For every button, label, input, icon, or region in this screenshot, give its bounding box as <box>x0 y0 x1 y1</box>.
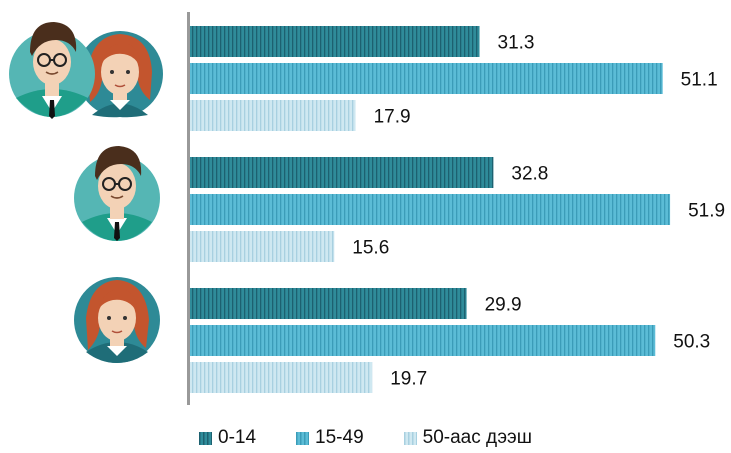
bar-0-14-group-1 <box>190 26 480 57</box>
bar-0-14-group-2 <box>190 157 494 188</box>
woman-icon <box>74 277 160 363</box>
value-label-0-14-group-2: 32.8 <box>511 164 548 185</box>
man-icon <box>74 146 160 241</box>
legend-swatch-15-49 <box>296 431 310 445</box>
bar-0-14-group-3 <box>190 288 467 319</box>
legend-item-15-49: 15-49 <box>296 427 364 449</box>
bar-15-49-group-3 <box>190 325 656 356</box>
value-label-0-14-group-1: 31.3 <box>498 33 535 54</box>
value-label-50-plus-group-1: 17.9 <box>374 107 411 128</box>
legend-label-0-14: 0-14 <box>218 427 257 448</box>
value-label-15-49-group-1: 51.1 <box>681 70 718 91</box>
bar-50-plus-group-1 <box>190 100 356 131</box>
bar-15-49-group-1 <box>190 63 663 94</box>
legend-label-50-plus: 50-аас дээш <box>422 427 532 448</box>
legend: 0-14 15-49 50-аас дээш <box>0 427 731 449</box>
bar-50-plus-group-3 <box>190 362 373 393</box>
man-and-woman-icon <box>9 22 163 119</box>
bar-50-plus-group-2 <box>190 231 335 262</box>
value-label-15-49-group-3: 50.3 <box>673 332 710 353</box>
legend-swatch-50-plus <box>403 431 417 445</box>
legend-label-15-49: 15-49 <box>315 427 364 448</box>
value-label-0-14-group-3: 29.9 <box>485 295 522 316</box>
legend-item-0-14: 0-14 <box>199 427 256 449</box>
legend-swatch-0-14 <box>199 431 213 445</box>
value-label-50-plus-group-2: 15.6 <box>352 238 389 259</box>
bar-15-49-group-2 <box>190 194 671 225</box>
value-label-15-49-group-2: 51.9 <box>688 201 725 222</box>
legend-item-50-plus: 50-аас дээш <box>403 427 532 449</box>
value-label-50-plus-group-3: 19.7 <box>390 369 427 390</box>
